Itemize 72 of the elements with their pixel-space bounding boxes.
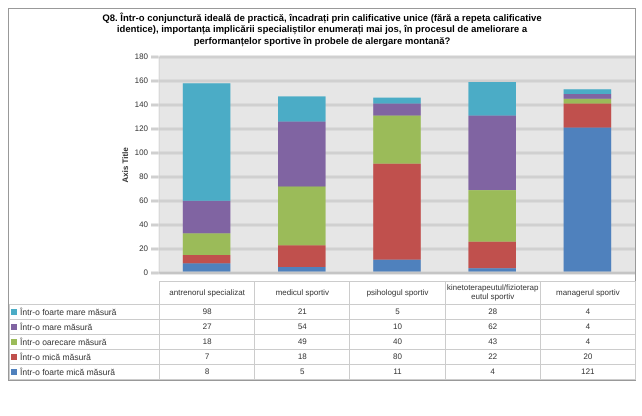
data-label: 4: [540, 319, 636, 334]
y-tick-label: 100: [134, 148, 149, 158]
data-label: 10: [350, 319, 446, 334]
data-label: 4: [540, 304, 636, 320]
y-tick-label: 60: [139, 196, 149, 206]
bar: [278, 186, 326, 246]
bar: [182, 201, 230, 234]
data-label: 11: [350, 364, 446, 380]
data-label: 62: [445, 319, 540, 334]
data-label: 20: [540, 349, 636, 364]
data-label: 18: [254, 349, 350, 364]
y-tick-label: 20: [139, 244, 149, 254]
bar: [373, 260, 421, 272]
data-label: 49: [254, 334, 350, 350]
data-label: 40: [350, 334, 446, 350]
y-tick-label: 80: [139, 172, 149, 182]
data-label: 7: [160, 349, 255, 364]
data-label: 28: [445, 304, 540, 320]
y-tick-label: 180: [134, 52, 149, 62]
bar: [278, 267, 326, 272]
bar: [564, 94, 612, 100]
y-axis-title: Axis Title: [121, 146, 130, 183]
data-label: 43: [445, 334, 540, 350]
bar: [182, 83, 230, 202]
bar: [373, 98, 421, 104]
chart-title: Q8. Într-o conjunctură ideală de practică, încadrați prin calificative unice (fără a repeta calificative identice), importanța implicării specialiștilor enumerați mai jos, în procesul de ameliorare a performanțelor sportive în probele de alergare montană?: [101, 12, 543, 49]
x-tick-label: antrenorul specializat: [160, 282, 255, 304]
bar: [373, 164, 421, 260]
y-tick-label: 0: [144, 268, 149, 278]
data-label: 8: [160, 364, 255, 380]
data-label: 27: [160, 319, 255, 334]
x-tick-label: medicul sportiv: [254, 282, 350, 304]
data-label: 5: [350, 304, 446, 320]
bar: [373, 116, 421, 164]
legend-label: Într-o oarecare măsură: [20, 336, 106, 347]
data-label: 18: [160, 334, 255, 350]
y-tick-label: 120: [134, 124, 149, 134]
bar: [468, 268, 516, 272]
y-tick-label: 160: [134, 76, 149, 86]
x-tick-label: kinetoterapeutul/fizioterapeutul sportiv: [445, 282, 540, 304]
x-tick-label: psihologul sportiv: [350, 282, 446, 304]
data-label: 21: [254, 304, 350, 320]
data-label: 98: [160, 304, 255, 320]
bar: [468, 82, 516, 116]
bar: [278, 246, 326, 268]
data-label: 4: [540, 334, 636, 350]
y-tick-label: 40: [139, 220, 149, 230]
bar: [182, 234, 230, 256]
data-label: 121: [540, 364, 636, 380]
data-label: 5: [254, 364, 350, 380]
bar: [373, 104, 421, 116]
data-label: 54: [254, 319, 350, 334]
bar: [278, 96, 326, 122]
legend-label: Într-o mică măsură: [20, 352, 91, 362]
legend-label: Într-o mare măsură: [20, 322, 92, 332]
legend-label: Într-o foarte mică măsură: [20, 366, 115, 377]
data-label: 80: [350, 349, 446, 364]
bar: [468, 116, 516, 190]
bar: [468, 242, 516, 268]
bar: [278, 122, 326, 187]
data-label: 4: [445, 364, 540, 380]
bar: [564, 89, 612, 94]
bar: [564, 128, 612, 272]
data-label: 22: [445, 349, 540, 364]
bar: [468, 190, 516, 242]
bar: [564, 99, 612, 104]
bar: [564, 104, 612, 128]
legend-label: Într-o foarte mare măsură: [20, 306, 116, 317]
bar: [182, 264, 230, 272]
y-tick-label: 140: [134, 100, 149, 110]
x-tick-label: managerul sportiv: [540, 282, 636, 304]
bar: [182, 255, 230, 264]
